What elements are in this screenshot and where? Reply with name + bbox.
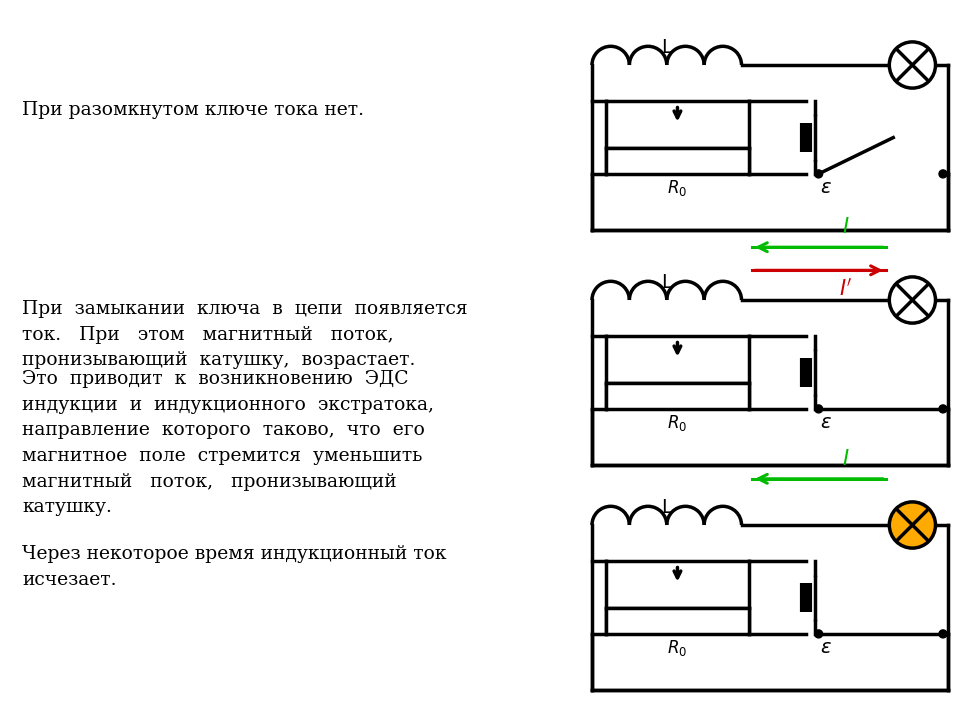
Text: $\mathit{I'}$: $\mathit{I'}$	[839, 277, 852, 299]
Circle shape	[889, 42, 935, 88]
Text: $\varepsilon$: $\varepsilon$	[820, 178, 831, 197]
Bar	[607, 608, 749, 634]
Text: $R_0$: $R_0$	[667, 413, 687, 433]
Text: Это  приводит  к  возникновению  ЭДС
индукции  и  индукционного  экстратока,
нап: Это приводит к возникновению ЭДС индукци…	[22, 370, 434, 516]
Text: $\varepsilon$: $\varepsilon$	[820, 638, 831, 657]
Circle shape	[939, 630, 947, 638]
Text: $R_0$: $R_0$	[667, 178, 687, 198]
Text: $\varepsilon$: $\varepsilon$	[820, 413, 831, 432]
Circle shape	[889, 277, 935, 323]
Bar	[607, 382, 749, 409]
Text: Через некоторое время индукционный ток
исчезает.: Через некоторое время индукционный ток и…	[22, 545, 446, 589]
Circle shape	[815, 405, 823, 413]
Text: L: L	[661, 498, 672, 517]
Circle shape	[815, 170, 823, 178]
Text: $R_0$: $R_0$	[667, 638, 687, 658]
Text: L: L	[661, 38, 672, 57]
Text: $\mathit{I}$: $\mathit{I}$	[842, 217, 850, 238]
Circle shape	[889, 502, 935, 548]
Circle shape	[815, 630, 823, 638]
Circle shape	[939, 170, 947, 178]
Text: $\mathit{I}$: $\mathit{I}$	[842, 449, 850, 469]
Circle shape	[939, 405, 947, 413]
Text: При  замыкании  ключа  в  цепи  появляется
ток.   При   этом   магнитный   поток: При замыкании ключа в цепи появляется то…	[22, 300, 468, 369]
Text: L: L	[661, 273, 672, 292]
Text: При разомкнутом ключе тока нет.: При разомкнутом ключе тока нет.	[22, 101, 364, 119]
Bar	[607, 148, 749, 174]
